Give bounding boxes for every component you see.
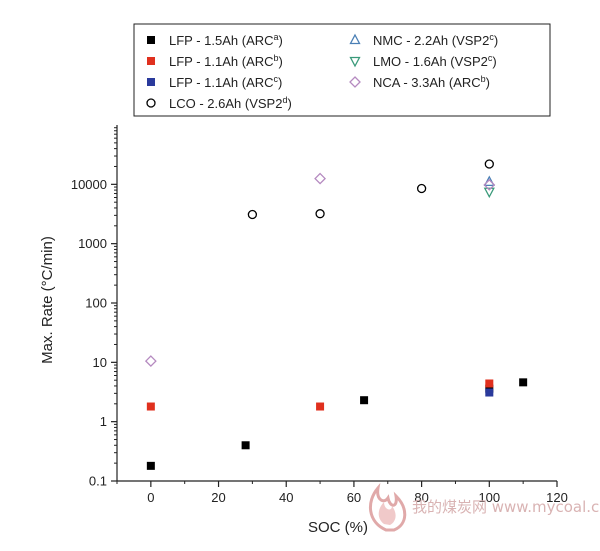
series-6 [144, 172, 496, 367]
data-point [247, 209, 258, 220]
data-points [144, 159, 528, 470]
data-point [519, 378, 528, 387]
x-tick-label: 20 [211, 490, 225, 505]
series-5 [483, 187, 495, 199]
x-axis-label: SOC (%) [308, 519, 368, 536]
legend-marker [349, 56, 361, 68]
legend-entry: NMC - 2.2Ah (VSP2c) [373, 32, 498, 48]
series-2 [485, 388, 494, 397]
legend-box [133, 23, 551, 117]
series-4 [483, 175, 495, 187]
y-tick-label: 1000 [78, 236, 107, 251]
watermark: 我的煤炭网 www.mycoal.cn [369, 482, 600, 532]
legend-entry: LCO - 2.6Ah (VSP2d) [169, 95, 292, 111]
data-point [416, 183, 427, 194]
x-tick-label: 100 [478, 490, 500, 505]
data-point [316, 402, 325, 411]
y-tick-label: 10 [93, 355, 107, 370]
series-3 [247, 159, 494, 220]
legend-marker [349, 76, 361, 88]
legend-entry: LMO - 1.6Ah (VSP2c) [373, 53, 497, 69]
legend-entry: LFP - 1.1Ah (ARCb) [169, 53, 283, 69]
data-point [483, 175, 495, 187]
x-tick-label: 80 [414, 490, 428, 505]
series-1 [146, 379, 494, 411]
data-point [314, 172, 326, 185]
legend: LFP - 1.5Ah (ARCa) LFP - 1.1Ah (ARCb) LFP … [133, 23, 551, 117]
legend-marker [147, 36, 155, 44]
plot-frame [116, 125, 557, 482]
legend-marker [147, 57, 155, 65]
data-point [483, 178, 496, 191]
y-tick-label: 100 [85, 296, 107, 311]
legend-entry: LFP - 1.5Ah (ARCa) [169, 32, 283, 48]
data-point [485, 388, 494, 397]
x-tick-label: 40 [279, 490, 293, 505]
data-point [315, 209, 325, 219]
data-point [360, 396, 369, 405]
y-axis-label: Max. Rate (°C/min) [39, 236, 56, 364]
data-point [146, 402, 155, 411]
x-tick-label: 0 [147, 490, 154, 505]
x-tick-label: 60 [347, 490, 361, 505]
data-point [483, 187, 495, 199]
y-axis: 0.1 1 10 100 1000 10000 [71, 127, 117, 489]
flame-logo-icon [369, 482, 407, 532]
data-point [241, 441, 250, 450]
data-point [484, 159, 494, 169]
data-point [146, 461, 155, 470]
y-tick-label: 0.1 [89, 474, 107, 489]
legend-marker [349, 33, 361, 45]
data-point [144, 355, 157, 367]
y-tick-label: 1 [100, 414, 107, 429]
legend-entry: NCA - 3.3Ah (ARCb) [373, 74, 490, 90]
watermark-text: 我的煤炭网 www.mycoal.cn [412, 498, 600, 516]
legend-marker [147, 78, 155, 86]
legend-marker [146, 98, 156, 108]
x-axis: 0 20 40 60 80 100 120 [116, 481, 568, 505]
data-point [485, 379, 494, 388]
y-tick-label: 10000 [71, 177, 107, 192]
legend-entry: LFP - 1.1Ah (ARCc) [169, 74, 282, 90]
x-tick-label: 120 [546, 490, 568, 505]
series-0 [146, 378, 528, 470]
